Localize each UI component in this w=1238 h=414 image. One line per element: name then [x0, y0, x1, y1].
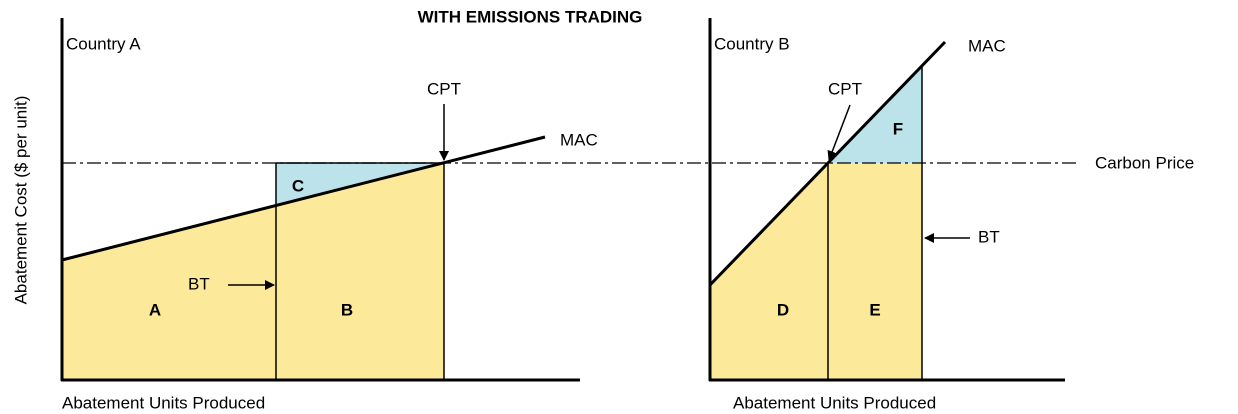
region-label: F	[893, 119, 903, 138]
region-a	[62, 206, 276, 380]
mac-line	[61, 135, 546, 262]
bt-label: BT	[978, 227, 1000, 246]
mac-line	[708, 40, 947, 287]
cpt-label: CPT	[427, 79, 461, 98]
region-label: A	[149, 300, 161, 319]
bt-label: BT	[188, 274, 210, 293]
region-d	[710, 163, 828, 380]
y-axis-label: Abatement Cost ($ per unit)	[11, 96, 30, 305]
region-label: B	[341, 300, 353, 319]
x-axis-label: Abatement Units Produced	[733, 393, 936, 412]
region-label: C	[292, 176, 304, 195]
region-b	[276, 163, 444, 380]
region-label: E	[869, 300, 880, 319]
carbon-price-label: Carbon Price	[1095, 153, 1194, 172]
panel-name: Country B	[714, 34, 790, 53]
region-e	[828, 163, 922, 380]
curve-label: MAC	[560, 130, 598, 149]
arrow	[827, 104, 851, 161]
x-axis-label: Abatement Units Produced	[62, 393, 265, 412]
cpt-label: CPT	[828, 79, 862, 98]
panel-name: Country A	[66, 34, 141, 53]
region-label: D	[777, 300, 789, 319]
title: WITH EMISSIONS TRADING	[418, 7, 643, 26]
curve-label: MAC	[968, 36, 1006, 55]
